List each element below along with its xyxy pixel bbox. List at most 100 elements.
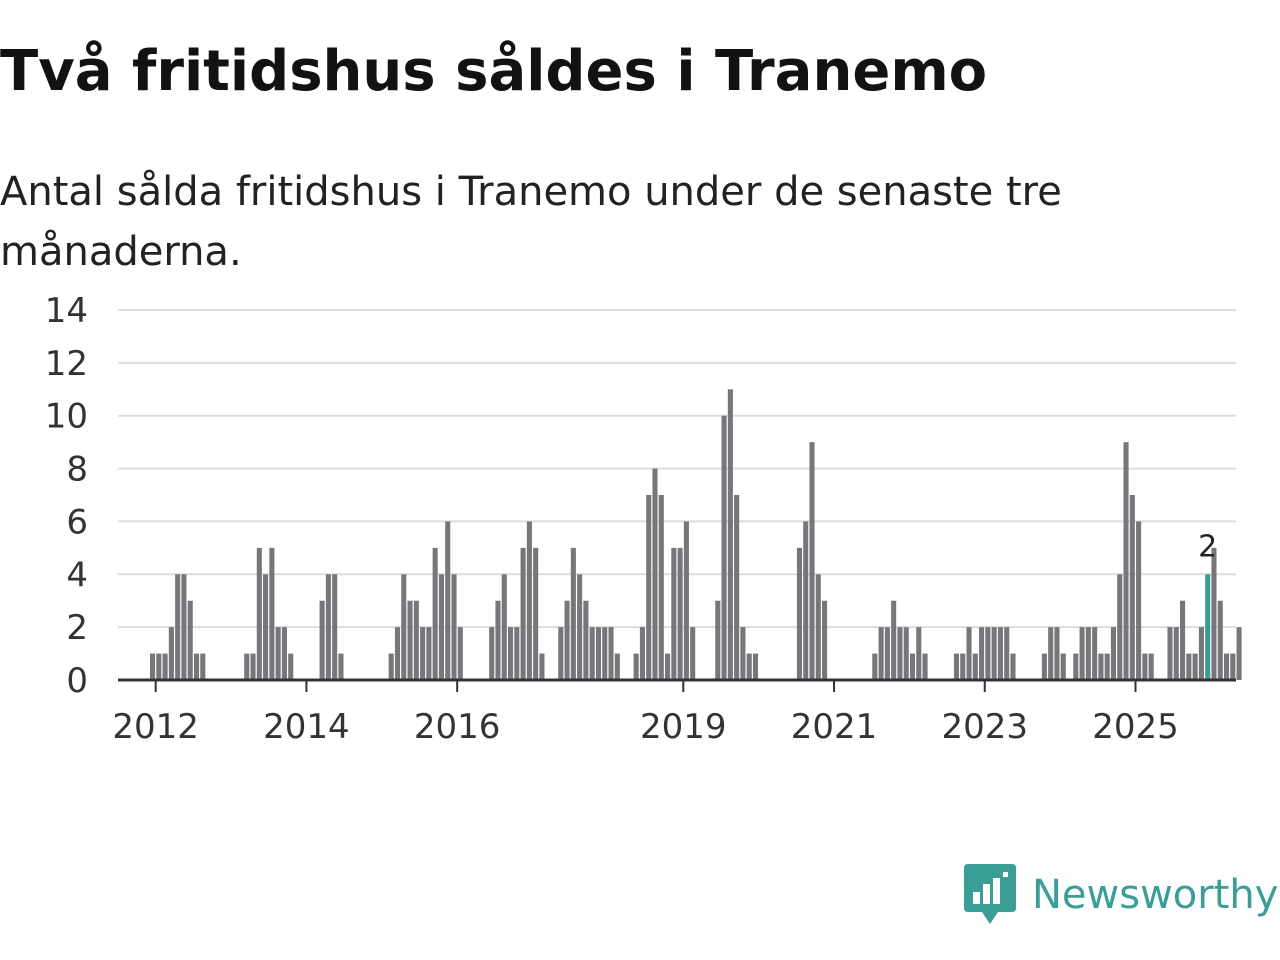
bar: [966, 627, 972, 680]
brand: Newsworthy: [964, 862, 1278, 928]
y-tick-label: 12: [45, 344, 88, 384]
y-tick-label: 8: [66, 450, 88, 490]
bar: [646, 495, 652, 680]
bar: [1236, 627, 1242, 680]
bar: [1167, 627, 1173, 680]
bar: [658, 495, 664, 680]
bar: [244, 653, 250, 680]
bar: [1117, 574, 1123, 680]
bar: [639, 627, 645, 680]
bar: [150, 653, 156, 680]
bar: [665, 653, 671, 680]
x-tick-label: 2025: [1092, 707, 1179, 747]
bar: [1142, 653, 1148, 680]
bar: [175, 574, 181, 680]
bar: [796, 547, 802, 680]
bar: [1092, 627, 1098, 680]
bar: [602, 627, 608, 680]
bar: [520, 547, 526, 680]
bar: [746, 653, 752, 680]
bar: [583, 600, 589, 680]
y-tick-label: 14: [45, 291, 88, 331]
bar: [1148, 653, 1154, 680]
bar: [1054, 627, 1060, 680]
bar: [489, 627, 495, 680]
bar: [1123, 442, 1129, 680]
bar: [451, 574, 457, 680]
bar: [960, 653, 966, 680]
bar: [508, 627, 514, 680]
bar: [979, 627, 985, 680]
bar: [558, 627, 564, 680]
bar: [426, 627, 432, 680]
bar: [501, 574, 507, 680]
bar: [903, 627, 909, 680]
bar: [407, 600, 413, 680]
x-tick-label: 2014: [263, 707, 350, 747]
x-tick-label: 2023: [942, 707, 1029, 747]
bar: [1173, 627, 1179, 680]
bar: [891, 600, 897, 680]
x-tick-label: 2016: [414, 707, 501, 747]
bar: [495, 600, 501, 680]
bar: [193, 653, 200, 680]
bar: [457, 627, 463, 680]
bar: [652, 468, 658, 680]
bar: [388, 653, 394, 680]
bar: [614, 653, 620, 680]
bar: [1180, 600, 1186, 680]
bar: [401, 574, 407, 680]
x-tick-label: 2012: [112, 707, 199, 747]
newsworthy-logo-icon: [964, 864, 1016, 924]
y-tick-label: 4: [66, 555, 88, 595]
bars: [150, 389, 1242, 680]
bar: [897, 627, 903, 680]
bar: [752, 653, 759, 680]
bar: [734, 495, 740, 680]
bar: [420, 627, 426, 680]
bar: [1104, 653, 1110, 680]
bar: [1079, 627, 1085, 680]
bar: [972, 653, 978, 680]
bar: [721, 415, 727, 680]
bar-chart: 0 2 4 6 8 10 12 14 2012 2014 2016 2019 2021 2023 2025 2: [45, 291, 1242, 747]
y-tick-label: 2: [66, 608, 88, 648]
chart-title: Två fritidshus såldes i Tranemo: [0, 39, 988, 104]
bar: [1041, 653, 1047, 680]
bar: [526, 521, 532, 680]
bar: [1186, 653, 1192, 680]
bar: [991, 627, 997, 680]
bar: [1192, 653, 1198, 680]
bar: [1073, 653, 1079, 680]
bar: [394, 627, 401, 680]
bar: [953, 653, 960, 680]
bar: [1098, 653, 1104, 680]
labels: 0 2 4 6 8 10 12 14 2012 2014 2016 2019 2021 2023 2025 2: [45, 291, 1218, 747]
bar: [1230, 653, 1236, 680]
bar: [715, 600, 721, 680]
bar: [740, 627, 746, 680]
bar: [1060, 653, 1066, 680]
bar: [281, 627, 287, 680]
bar: [1004, 627, 1010, 680]
bar: [514, 627, 520, 680]
bar: [533, 547, 539, 680]
bar: [916, 627, 922, 680]
y-tick-label: 6: [66, 502, 88, 542]
bar: [633, 653, 639, 680]
y-tick-label: 10: [45, 397, 88, 437]
bar: [325, 574, 331, 680]
bar: [539, 653, 545, 680]
bar: [1129, 495, 1135, 680]
bar: [872, 653, 878, 680]
grid-lines: [118, 309, 1236, 629]
bar: [577, 574, 583, 680]
axes: [118, 678, 1236, 692]
bar: [168, 627, 174, 680]
brand-name: Newsworthy: [1032, 872, 1279, 918]
bar: [1211, 547, 1217, 680]
bar: [1110, 627, 1117, 680]
bar: [815, 574, 821, 680]
bar: [822, 600, 828, 680]
